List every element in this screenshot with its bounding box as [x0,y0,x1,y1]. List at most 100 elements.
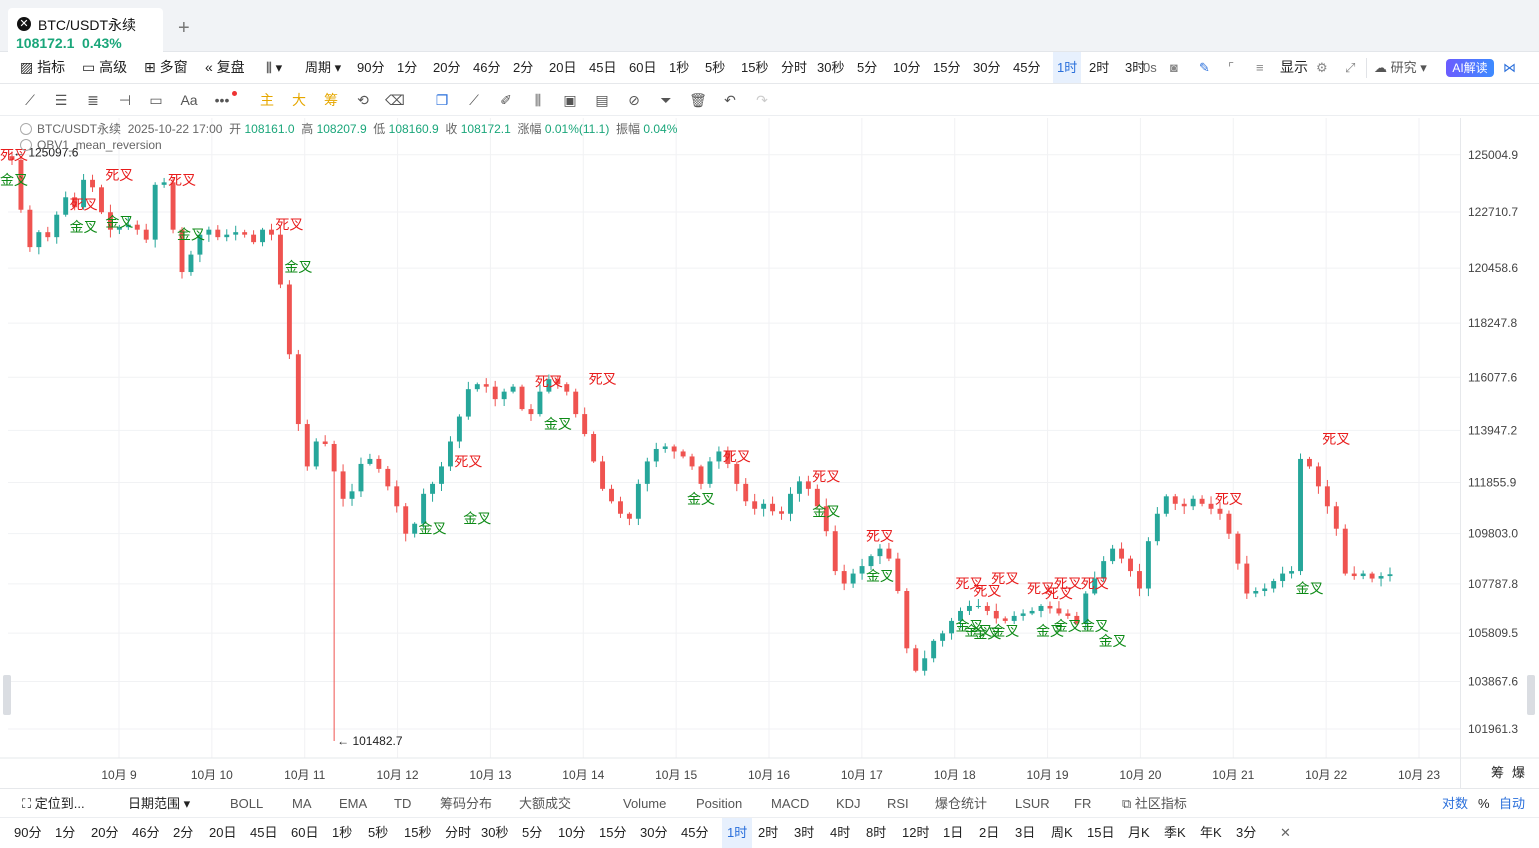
x-circle-icon[interactable]: ✕ [17,17,31,31]
interval-15[interactable]: 15分 [933,60,961,75]
period-12[interactable]: 30秒 [481,825,509,840]
period-25[interactable]: 2日 [979,825,1000,840]
undo-icon[interactable]: ↶ [724,92,736,108]
right-scroll-handle[interactable] [1527,675,1535,715]
sub-indicator-0[interactable]: Volume [623,796,667,811]
period-0[interactable]: 90分 [14,825,42,840]
interval-4[interactable]: 2分 [513,60,534,75]
period-4[interactable]: 2分 [173,825,194,840]
period-5[interactable]: 20日 [209,825,237,840]
period-17[interactable]: 45分 [681,825,709,840]
period-8[interactable]: 1秒 [332,825,353,840]
period-11[interactable]: 分时 [445,825,472,840]
fullscreen-icon[interactable]: ⤢ [1345,60,1356,75]
period-14[interactable]: 10分 [558,825,586,840]
horizontal-line-icon[interactable]: ⊣ [118,92,132,108]
interval-19[interactable]: 2时 [1089,60,1110,75]
locate-button[interactable]: ⛶ 定位到... [22,796,85,811]
percent-toggle[interactable]: % [1478,796,1490,811]
main-indicator-2[interactable]: EMA [339,796,368,811]
log-scale-toggle[interactable]: 对数 [1442,796,1469,811]
period-21[interactable]: 4时 [830,825,851,840]
ruler-icon[interactable]: ⟋ [469,92,479,108]
ai-interpret-button[interactable]: AI解读 [1446,59,1494,77]
period-16[interactable]: 30分 [640,825,668,840]
close-icon[interactable]: ✕ [1280,825,1291,840]
interval-18[interactable]: 1时 [1053,52,1082,83]
period-32[interactable]: 3分 [1236,825,1257,840]
interval-20[interactable]: 3时 [1125,60,1146,75]
visibility-icon[interactable] [20,139,32,151]
eraser-icon[interactable]: ⌫ [385,92,405,108]
main-indicator-0[interactable]: BOLL [230,796,264,811]
period-29[interactable]: 月K [1128,825,1150,840]
sub-indicator-5[interactable]: 爆仓统计 [935,796,988,811]
interval-13[interactable]: 5分 [857,60,878,75]
period-30[interactable]: 季K [1164,825,1186,840]
camera-icon[interactable]: ◙ [1170,60,1178,75]
pen-icon[interactable]: ✎ [1199,60,1210,75]
interval-2[interactable]: 20分 [433,60,461,75]
interval-3[interactable]: 46分 [473,60,501,75]
sync-icon[interactable]: ⟲ [357,92,369,108]
left-scroll-handle[interactable] [3,675,11,715]
copy-icon[interactable]: ❐ [435,92,449,108]
filter-icon[interactable]: ⏷ [660,92,672,108]
rectangle-icon[interactable]: ▭ [149,92,163,108]
sub-indicator-4[interactable]: RSI [887,796,909,811]
period-27[interactable]: 周K [1051,825,1073,840]
community-indicators[interactable]: ⧉ 社区指标 [1122,796,1187,811]
crop-icon[interactable]: ⌜ [1228,60,1235,75]
main-indicator-5[interactable]: 大额成交 [519,796,572,811]
advanced-button[interactable]: ▭ 高级 [82,59,128,75]
multi-window-button[interactable]: ⊞ 多窗 [144,59,188,75]
brush-icon[interactable]: ✐ [500,92,512,108]
chips-toggle[interactable]: 筹 [324,92,338,108]
interval-11[interactable]: 分时 [781,60,808,75]
period-13[interactable]: 5分 [522,825,543,840]
channel-icon[interactable]: ≣ [87,92,99,108]
sub-indicator-2[interactable]: MACD [771,796,810,811]
research-dropdown[interactable]: ☁ 研究 ▾ [1374,60,1427,75]
period-2[interactable]: 20分 [91,825,119,840]
period-dropdown[interactable]: 周期 ▾ [305,60,342,75]
interval-5[interactable]: 20日 [549,60,577,75]
candles-icon[interactable]: ⫼ [534,92,542,108]
indicators-button[interactable]: ▨ 指标 [20,59,66,75]
interval-17[interactable]: 45分 [1013,60,1041,75]
trendline-icon[interactable]: ⟋ [25,92,35,108]
main-indicator-3[interactable]: TD [394,796,412,811]
period-19[interactable]: 2时 [758,825,779,840]
interval-7[interactable]: 60日 [629,60,657,75]
period-20[interactable]: 3时 [794,825,815,840]
period-10[interactable]: 15秒 [404,825,432,840]
period-18[interactable]: 1时 [722,818,753,848]
replay-button[interactable]: « 复盘 [205,59,245,75]
period-22[interactable]: 8时 [866,825,887,840]
period-24[interactable]: 1日 [943,825,964,840]
add-tab-button[interactable]: + [178,17,190,39]
chips-corner-label[interactable]: 筹 [1491,765,1505,780]
lock-icon[interactable]: ▣ [563,92,577,108]
interval-9[interactable]: 5秒 [705,60,726,75]
visibility-icon[interactable] [20,123,32,135]
period-9[interactable]: 5秒 [368,825,389,840]
display-button[interactable]: 显示 [1280,59,1308,75]
note-icon[interactable]: ▤ [595,92,609,108]
text-tool[interactable]: Aa [180,92,198,108]
period-26[interactable]: 3日 [1015,825,1036,840]
interval-16[interactable]: 30分 [973,60,1001,75]
sub-indicator-1[interactable]: Position [696,796,743,811]
main-indicator-1[interactable]: MA [292,796,312,811]
magnet-icon[interactable]: ⊘ [628,92,640,108]
chart-type-button[interactable]: ⫼ ▾ [266,52,282,83]
interval-8[interactable]: 1秒 [669,60,690,75]
redo-icon[interactable]: ↷ [756,92,768,108]
interval-0[interactable]: 90分 [357,60,385,75]
more-tools[interactable]: ••• [214,92,230,108]
period-3[interactable]: 46分 [132,825,160,840]
period-15[interactable]: 15分 [599,825,627,840]
list-icon[interactable]: ≡ [1256,60,1264,75]
indicator-legend[interactable]: OBV1_mean_reversion [20,138,162,152]
interval-12[interactable]: 30秒 [817,60,845,75]
